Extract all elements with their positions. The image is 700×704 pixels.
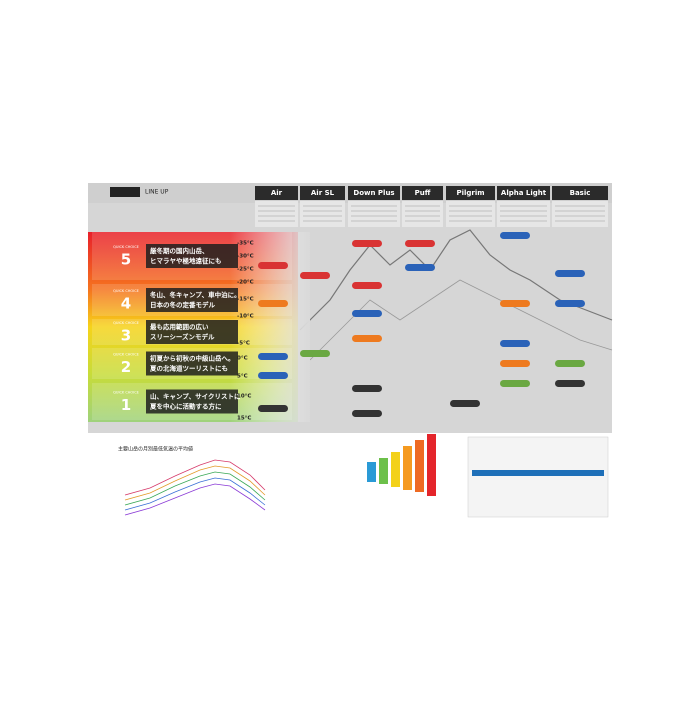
sleeping-bag	[555, 300, 585, 307]
column-title: Puff	[415, 189, 431, 197]
mountain	[299, 229, 613, 331]
column-desc	[300, 201, 345, 227]
column-desc	[402, 201, 443, 227]
column-header	[497, 186, 550, 200]
choice-text: 山、キャンプ、サイクリストに	[150, 392, 240, 401]
sleeping-bag	[352, 310, 382, 317]
chart-title: 主要山岳の月別最低気温の平均値	[118, 446, 193, 453]
column-desc	[255, 201, 298, 227]
choice-text: 初夏から初秋の中級山岳へ。	[150, 354, 235, 363]
sleeping-bag	[258, 353, 288, 360]
column-header	[300, 186, 345, 200]
choice-number: 2	[121, 358, 131, 376]
bar-graphic	[367, 434, 436, 496]
temperature-label: 0°C	[237, 356, 248, 362]
choice-text: 夏の北海道ツーリストにも	[150, 364, 228, 373]
sleeping-bag	[555, 270, 585, 277]
column-header	[348, 186, 400, 200]
sleeping-bag	[405, 240, 435, 247]
column-title: Alpha Light	[501, 189, 547, 197]
column-desc	[348, 201, 400, 227]
choice-number: 1	[121, 396, 131, 414]
sleeping-bag	[500, 300, 530, 307]
temperature-label: -35°C	[237, 241, 254, 247]
sleeping-bag	[405, 264, 435, 271]
choice-number: 3	[121, 327, 131, 345]
temperature-label: -30°C	[237, 254, 254, 260]
choice-text: 日本の冬の定番モデル	[150, 300, 216, 309]
sleeping-bag	[258, 405, 288, 412]
sleeping-bag	[500, 232, 530, 239]
column-title: Down Plus	[353, 189, 394, 197]
choice-label: QUICK CHOICE	[113, 245, 139, 249]
column-header	[446, 186, 495, 200]
choice-number: 4	[121, 295, 131, 313]
choice-label: QUICK CHOICE	[113, 321, 139, 325]
sleeping-bag	[500, 360, 530, 367]
choice-box	[146, 389, 238, 414]
choice-text: スリーシーズンモデル	[150, 332, 215, 341]
sleeping-bag	[352, 240, 382, 247]
sleeping-bag	[352, 410, 382, 417]
temperature-label: 5°C	[237, 374, 248, 380]
column-title: Basic	[570, 189, 591, 197]
info-bar	[472, 470, 604, 476]
sleeping-bag	[450, 400, 480, 407]
sleeping-bag	[258, 300, 288, 307]
choice-box	[146, 288, 238, 312]
info-panel	[467, 436, 609, 518]
sleeping-bag	[500, 380, 530, 387]
column-header	[255, 186, 298, 200]
choice-box	[146, 351, 238, 376]
choice-text: 夏を中心に活動する方に	[150, 402, 222, 411]
brand-tag	[110, 187, 140, 197]
header-label: LINE UP	[145, 189, 169, 196]
column-header	[402, 186, 443, 200]
choice-label: QUICK CHOICE	[113, 289, 139, 293]
temperature-label: -25°C	[237, 267, 254, 273]
choice-text: 冬山、冬キャンプ、車中泊に。	[150, 290, 241, 299]
temperature-label: -20°C	[237, 280, 254, 286]
choice-box	[146, 244, 238, 268]
sleeping-bag	[300, 350, 330, 357]
sleeping-bag	[352, 282, 382, 289]
choice-label: QUICK CHOICE	[113, 391, 139, 395]
sleeping-bag	[555, 360, 585, 367]
column-header	[552, 186, 608, 200]
temperature-label: -15°C	[237, 297, 254, 303]
choice-number: 5	[121, 251, 131, 269]
sleeping-bag	[300, 272, 330, 279]
sleeping-bag	[258, 372, 288, 379]
column-title: Air SL	[311, 189, 335, 197]
column-desc	[446, 201, 495, 227]
column-title: Air	[271, 189, 283, 197]
choice-text: ヒマラヤや極地遠征にも	[150, 256, 222, 265]
choice-box	[146, 320, 238, 344]
column-desc	[552, 201, 608, 227]
sleeping-bag	[500, 340, 530, 347]
column-desc	[497, 201, 550, 227]
choice-label: QUICK CHOICE	[113, 353, 139, 357]
column-title: Pilgrim	[456, 189, 484, 197]
temperature-label: -10°C	[237, 314, 254, 320]
sleeping-bag	[352, 385, 382, 392]
temperature-label: -5°C	[237, 341, 250, 347]
sleeping-bag	[258, 262, 288, 269]
sleeping-bag	[352, 335, 382, 342]
choice-text: 厳冬期の国内山岳、	[150, 246, 209, 255]
choice-text: 最も応用範囲の広い	[150, 322, 209, 331]
sleeping-bag	[555, 380, 585, 387]
temperature-curves	[124, 459, 266, 516]
temperature-label: 15°C	[237, 416, 251, 422]
temperature-label: 10°C	[237, 394, 251, 400]
